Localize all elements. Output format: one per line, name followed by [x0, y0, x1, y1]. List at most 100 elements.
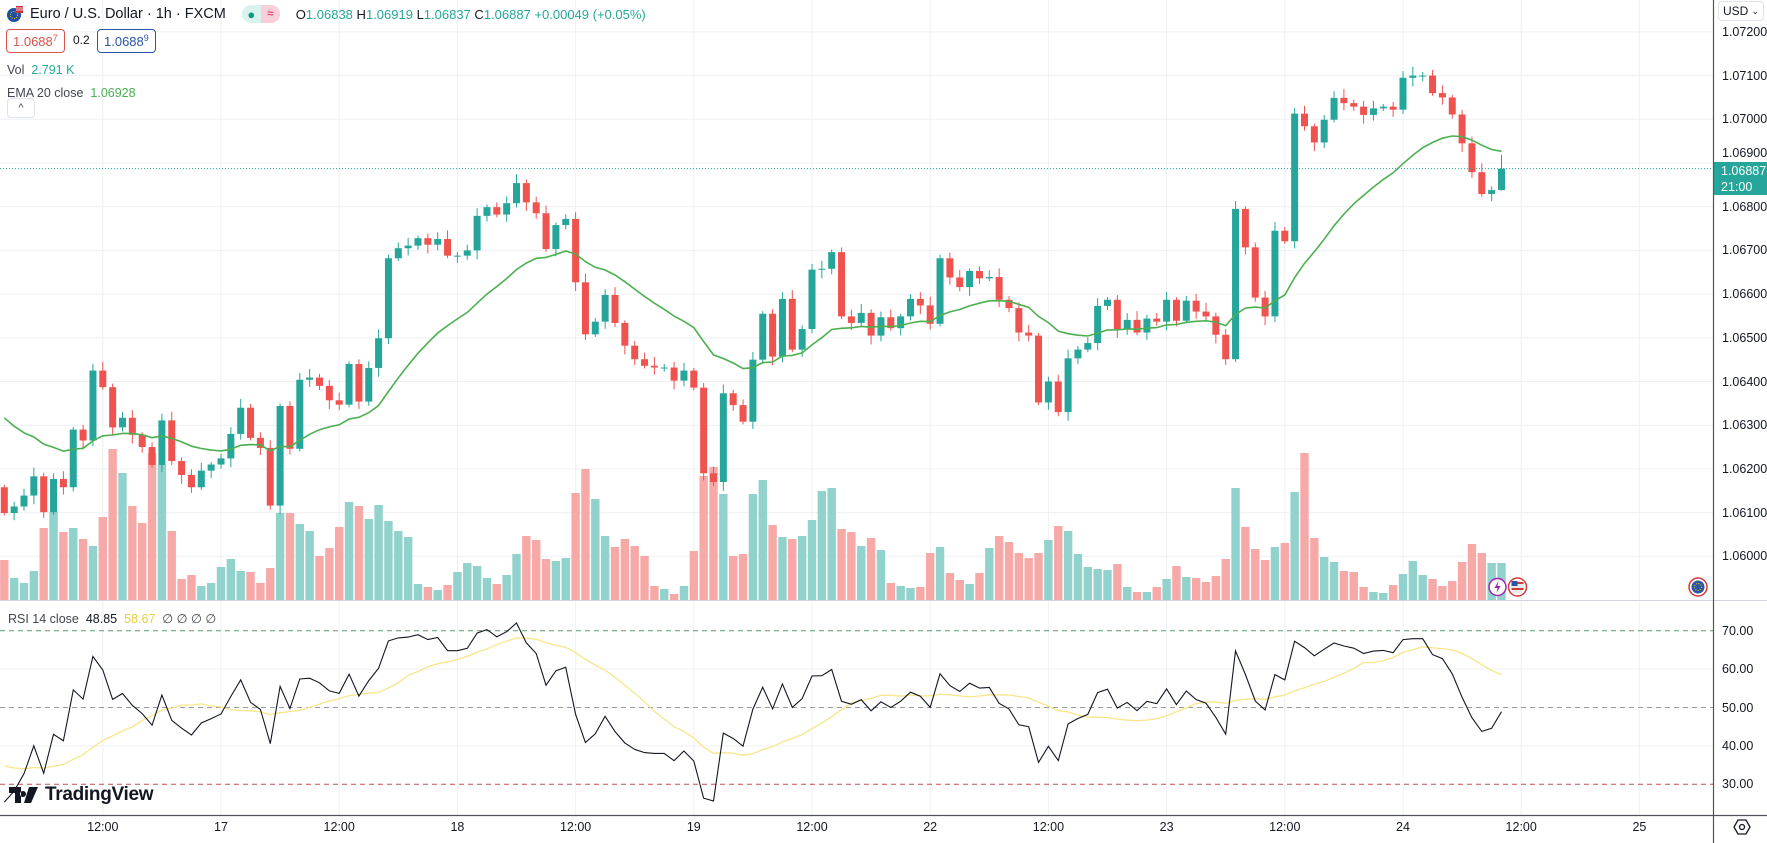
volume-bar — [98, 517, 107, 600]
volume-bar — [403, 537, 413, 600]
candle — [286, 401, 294, 455]
us-flag-event-icon[interactable] — [1507, 577, 1528, 597]
candle — [434, 232, 442, 251]
candle — [1044, 376, 1052, 410]
candle — [1320, 115, 1328, 149]
candle — [256, 432, 264, 456]
rsi-legend[interactable]: RSI 14 close 48.85 58.67 ∅ ∅ ∅ ∅ — [8, 612, 217, 626]
candle — [1429, 69, 1437, 96]
tradingview-logo[interactable]: TradingView — [9, 784, 154, 806]
candle-body — [975, 270, 983, 279]
volume-value: 2.791 K — [31, 63, 75, 77]
time-axis-label: 24 — [1396, 820, 1410, 834]
candle — [1360, 100, 1368, 124]
candle — [1133, 311, 1141, 336]
volume-bar — [463, 563, 472, 600]
candle — [119, 412, 126, 432]
volume-bar — [39, 528, 48, 600]
candle-body — [355, 364, 363, 402]
candle-body — [1123, 319, 1131, 330]
candle — [1399, 71, 1407, 114]
market-status-pill[interactable]: ● ≈ — [241, 5, 280, 23]
candle — [0, 484, 8, 516]
candle — [266, 440, 274, 510]
volume-bar — [1310, 538, 1319, 600]
candle-body — [316, 377, 323, 386]
candle-body — [985, 277, 993, 279]
candle — [1025, 324, 1033, 342]
economic-event-bolt-icon[interactable] — [1488, 577, 1507, 597]
candle-body — [710, 473, 717, 483]
buy-button[interactable]: 1.0688 9 — [97, 29, 156, 53]
volume-bar — [837, 529, 846, 600]
collapse-legend-button[interactable]: ^ — [7, 98, 35, 118]
candle-body — [581, 282, 589, 335]
candle-body — [522, 183, 530, 203]
candle — [838, 247, 846, 320]
candle-body — [276, 405, 284, 506]
volume-legend[interactable]: Vol 2.791 K — [7, 63, 75, 77]
volume-bar — [443, 585, 452, 600]
candle — [828, 249, 836, 275]
candle-body — [867, 312, 875, 336]
candle-body — [178, 461, 186, 476]
candle-body — [966, 270, 974, 288]
candle — [89, 363, 97, 447]
settings-gear-icon[interactable] — [1733, 818, 1751, 836]
candle-body — [729, 393, 737, 406]
volume-bar — [748, 494, 758, 600]
volume-bar — [1132, 592, 1142, 600]
volume-bar — [1231, 488, 1240, 600]
volume-bar — [1349, 572, 1358, 600]
candle-body — [513, 183, 520, 204]
candle-body — [1133, 319, 1141, 333]
candle-body — [719, 393, 727, 483]
candle — [1222, 329, 1230, 365]
candle-body — [69, 429, 77, 488]
volume-bar — [591, 499, 600, 600]
candle-body — [946, 258, 954, 278]
candle-body — [631, 345, 639, 360]
candle-body — [345, 364, 353, 405]
volume-bar — [1339, 571, 1349, 600]
volume-bar — [1457, 562, 1467, 600]
sell-button[interactable]: 1.0688 7 — [6, 29, 65, 53]
volume-bar — [630, 546, 639, 600]
volume-bar — [768, 525, 777, 600]
volume-bar — [1359, 587, 1368, 600]
symbol-title[interactable]: Euro / U.S. Dollar · 1h · FXCM — [30, 6, 226, 22]
candle — [148, 442, 156, 468]
candle — [749, 351, 757, 429]
candle-body — [1084, 343, 1092, 350]
candle-body — [463, 250, 471, 256]
ema-legend[interactable]: EMA 20 close 1.06928 — [7, 86, 136, 100]
candle — [1389, 101, 1397, 117]
eu-flag-event-icon[interactable] — [1688, 577, 1708, 597]
tradingview-logo-icon — [9, 787, 38, 803]
volume-bar — [699, 476, 708, 600]
candle — [1074, 345, 1082, 365]
candle — [857, 304, 865, 328]
candle — [1005, 296, 1013, 313]
candle — [1094, 298, 1102, 351]
candle — [316, 373, 323, 391]
currency-dropdown[interactable]: USD ⌄ — [1718, 1, 1764, 21]
spread-value: 0.2 — [73, 33, 90, 47]
volume-bar — [1172, 566, 1181, 600]
candle-body — [434, 239, 442, 245]
volume-bar — [78, 539, 88, 600]
candle-body — [1192, 300, 1200, 312]
candle-body — [838, 252, 846, 317]
candle-body — [237, 407, 245, 434]
volume-bar — [1044, 540, 1053, 600]
volume-bar — [866, 538, 876, 600]
candle — [985, 270, 993, 281]
candle — [1241, 206, 1249, 255]
candle-body — [414, 238, 422, 246]
candle — [808, 263, 816, 334]
candle-body — [384, 258, 392, 339]
candles — [0, 66, 1505, 521]
rsi-line — [3, 622, 1502, 803]
bar-countdown: 21:00 — [1721, 180, 1753, 194]
